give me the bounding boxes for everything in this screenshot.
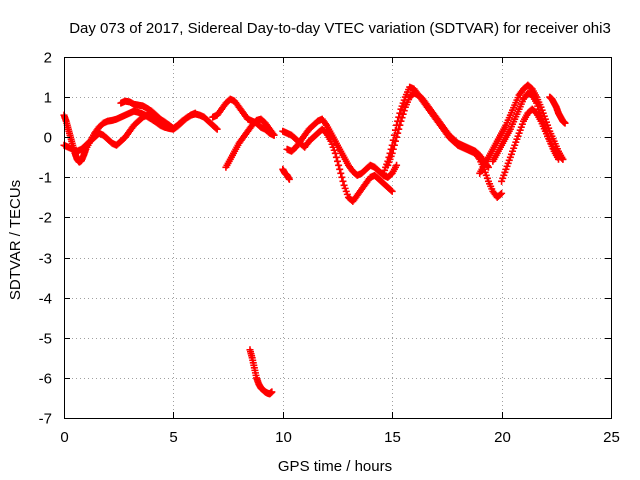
series-track-n xyxy=(498,105,562,185)
y-tick-label: -7 xyxy=(39,411,52,428)
data-point xyxy=(269,130,277,138)
data-point xyxy=(396,109,404,117)
x-tick-label: 25 xyxy=(603,429,620,446)
y-tick-label: -4 xyxy=(39,291,52,308)
series-track-k xyxy=(384,89,492,171)
series-track-e xyxy=(222,115,278,171)
data-point xyxy=(388,187,396,195)
y-tick-label: -1 xyxy=(39,170,52,187)
y-tick-label: -5 xyxy=(39,331,52,348)
data-point xyxy=(558,154,566,162)
y-axis-label: SDTVAR / TECUs xyxy=(7,180,24,300)
data-point xyxy=(191,109,199,117)
series-track-j xyxy=(379,83,506,201)
data-point xyxy=(212,124,220,132)
data-point xyxy=(397,117,405,125)
data-point xyxy=(391,137,399,145)
grid-layer xyxy=(64,57,611,418)
x-tick-label: 20 xyxy=(494,429,511,446)
data-point xyxy=(388,149,396,157)
data-point xyxy=(498,189,506,197)
series-track-f xyxy=(246,346,276,398)
data-points-layer xyxy=(60,81,569,398)
data-point xyxy=(395,125,403,133)
y-tick-label: 1 xyxy=(44,90,52,107)
data-point xyxy=(497,190,505,198)
x-tick-label: 10 xyxy=(275,429,292,446)
series-track-o xyxy=(546,93,569,127)
data-point xyxy=(338,173,346,181)
data-point xyxy=(332,153,340,161)
series-track-g xyxy=(279,165,293,183)
data-point xyxy=(336,165,344,173)
data-point xyxy=(387,186,395,194)
y-tick-labels: 2 1 0 -1 -2 -3 -4 -5 -6 -7 xyxy=(39,50,52,428)
data-point xyxy=(337,169,345,177)
y-tick-label: -2 xyxy=(39,210,52,227)
y-tick-label: -3 xyxy=(39,251,52,268)
data-point xyxy=(396,121,404,129)
y-tick-label: 0 xyxy=(44,130,52,147)
data-point xyxy=(268,388,276,396)
data-point xyxy=(390,141,398,149)
series-track-l xyxy=(476,81,567,177)
data-point xyxy=(393,161,401,169)
data-point xyxy=(285,175,293,183)
series-track-c xyxy=(117,97,199,132)
ticks-layer xyxy=(64,57,612,419)
x-tick-label: 15 xyxy=(384,429,401,446)
y-tick-label: 2 xyxy=(44,50,52,67)
data-point xyxy=(321,120,329,128)
data-point xyxy=(394,129,402,137)
data-point xyxy=(554,155,562,163)
data-point xyxy=(213,125,221,133)
data-point xyxy=(389,145,397,153)
data-point xyxy=(400,107,408,115)
data-point xyxy=(399,110,407,118)
x-axis-label: GPS time / hours xyxy=(278,458,392,475)
data-point xyxy=(331,149,339,157)
data-point xyxy=(335,161,343,169)
x-tick-label: 5 xyxy=(169,429,177,446)
data-point xyxy=(270,131,278,139)
data-point xyxy=(393,133,401,141)
series-track-b xyxy=(60,111,173,155)
x-tick-label: 0 xyxy=(60,429,68,446)
chart-title: Day 073 of 2017, Sidereal Day-to-day VTE… xyxy=(69,20,611,37)
data-point xyxy=(334,157,341,165)
y-tick-label: -6 xyxy=(39,371,52,388)
data-point xyxy=(561,119,569,127)
plot-frame xyxy=(64,57,612,419)
series-track-i xyxy=(283,115,401,181)
data-point xyxy=(339,177,347,185)
series-track-m xyxy=(489,89,567,165)
x-tick-labels: 0 5 10 15 20 25 xyxy=(60,429,620,446)
data-point xyxy=(398,114,406,122)
series-track-h xyxy=(279,125,396,205)
